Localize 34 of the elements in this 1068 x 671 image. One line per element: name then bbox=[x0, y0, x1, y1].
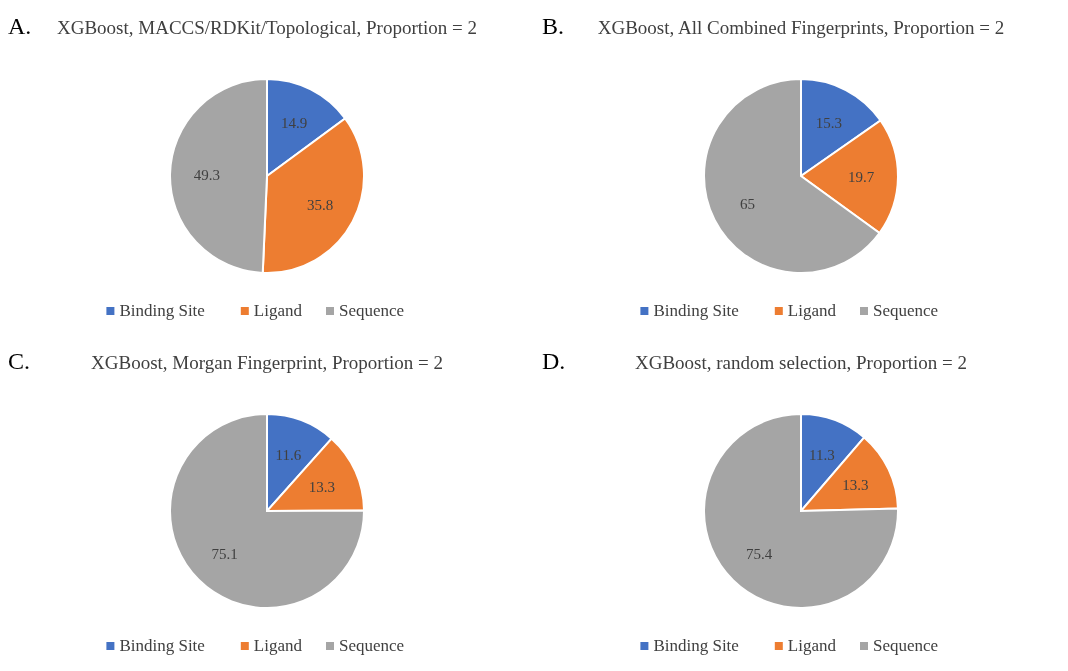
data-label: 75.1 bbox=[211, 545, 238, 562]
data-label: 19.7 bbox=[848, 168, 875, 185]
legend-label: Sequence bbox=[339, 301, 405, 320]
text: D. bbox=[542, 348, 566, 374]
data-label: 15.3 bbox=[815, 114, 842, 131]
chart-title: XGBoost, MACCS/RDKit/Topological, Proportion = 2 bbox=[56, 17, 478, 38]
data-label: 49.3 bbox=[193, 166, 220, 183]
data-label: 11.6 bbox=[275, 447, 302, 464]
legend-label: Sequence bbox=[873, 301, 939, 320]
data-label: 11.3 bbox=[809, 446, 835, 463]
data-label: 13.3 bbox=[308, 478, 335, 495]
chart-title: XGBoost, random selection, Proportion = 2 bbox=[634, 352, 968, 373]
legend-label: Ligand bbox=[787, 636, 837, 655]
text: C. bbox=[8, 348, 31, 374]
legend-label: Ligand bbox=[253, 636, 303, 655]
legend-label: Ligand bbox=[787, 301, 837, 320]
data-label: 35.8 bbox=[306, 196, 334, 213]
legend-label: Binding Site bbox=[119, 636, 205, 655]
chart-title: XGBoost, All Combined Fingerprints, Proportion = 2 bbox=[597, 17, 1005, 38]
text: A. bbox=[8, 13, 32, 39]
legend-label: Sequence bbox=[339, 636, 405, 655]
data-label: 13.3 bbox=[842, 477, 869, 494]
legend-label: Binding Site bbox=[119, 301, 205, 320]
text: B. bbox=[542, 13, 565, 39]
pie-slice bbox=[703, 413, 899, 609]
data-label: 65 bbox=[739, 195, 755, 212]
legend-label: Binding Site bbox=[653, 636, 739, 655]
pie-slice bbox=[169, 413, 365, 609]
legend-label: Binding Site bbox=[653, 301, 739, 320]
data-label: 75.4 bbox=[745, 546, 773, 563]
legend-label: Sequence bbox=[873, 636, 939, 655]
legend-label: Ligand bbox=[253, 301, 303, 320]
chart-title: XGBoost, Morgan Fingerprint, Proportion = 2 bbox=[91, 352, 443, 373]
data-label: 14.9 bbox=[281, 114, 308, 131]
